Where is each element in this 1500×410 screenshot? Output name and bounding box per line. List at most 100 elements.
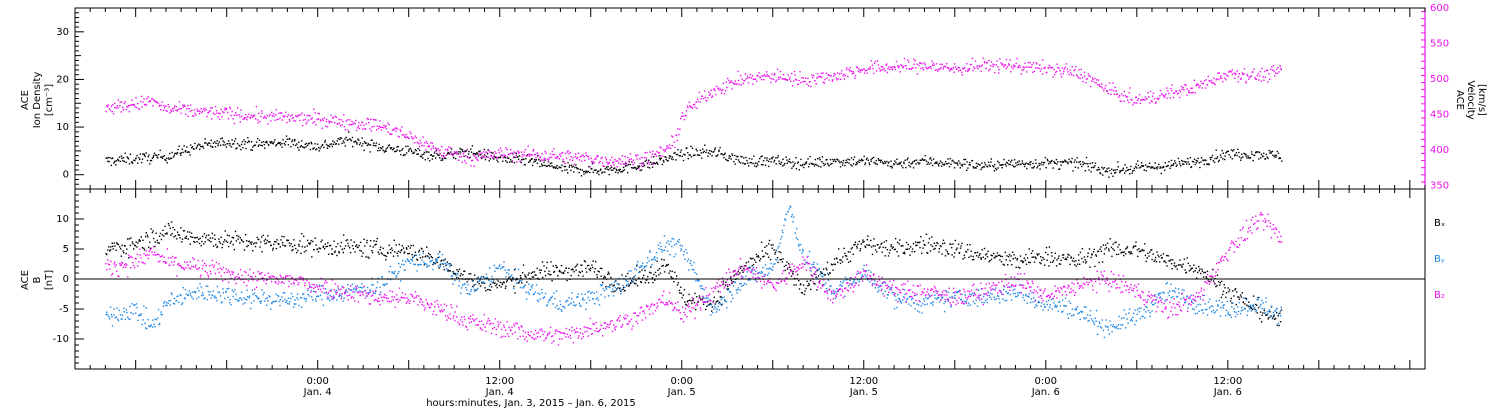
data-point [544,150,546,153]
data-point [1025,66,1027,68]
data-point [302,119,305,121]
data-point [953,256,955,258]
data-point [654,279,656,281]
data-point [413,263,415,265]
data-point [429,253,431,256]
data-point [440,155,443,157]
data-point [601,162,604,164]
data-point [233,114,235,116]
data-point [879,159,881,162]
data-point [1089,266,1091,268]
data-point [344,145,346,147]
data-point [999,58,1001,60]
data-point [1269,152,1271,154]
data-point [1064,258,1066,260]
data-point [189,144,192,146]
data-point [904,159,906,161]
data-point [456,269,458,271]
data-point [957,243,960,245]
data-point [508,161,511,163]
data-point [845,255,848,257]
data-point [1243,152,1245,155]
data-point [593,162,596,164]
data-point [308,114,310,116]
data-point [673,255,675,258]
data-point [891,167,893,169]
data-point [1087,165,1089,168]
data-point [195,114,197,116]
data-point [581,160,583,162]
data-point [765,71,768,73]
data-point [138,314,140,317]
data-point [832,79,834,81]
data-point [778,160,780,162]
data-point [742,271,744,273]
data-point [840,72,843,75]
data-point [951,254,953,256]
data-point [1050,160,1053,162]
data-point [466,289,468,291]
data-point [311,143,313,145]
data-point [182,151,184,154]
data-point [448,270,450,272]
data-point [1225,152,1227,154]
data-point [605,158,608,161]
data-point [1036,63,1038,65]
data-point [177,234,180,236]
data-point [730,80,732,82]
data-point [273,301,275,303]
data-point [508,153,510,156]
data-point [112,104,114,106]
data-point [801,292,804,294]
data-point [1112,248,1114,250]
data-point [1166,265,1168,267]
data-point [312,122,314,124]
data-point [635,283,637,285]
data-point [339,245,342,247]
data-point [702,148,704,150]
data-point [117,107,119,109]
data-point [195,291,197,293]
data-point [246,240,248,242]
data-point [202,145,204,147]
data-point [253,292,256,294]
data-point [1116,169,1118,171]
data-point [480,157,482,159]
data-point [241,239,243,242]
data-point [667,146,669,148]
data-point [158,235,161,237]
data-point [609,284,611,286]
data-point [509,152,512,155]
data-point [1203,80,1206,82]
data-point [371,277,373,280]
data-point [1220,75,1222,77]
data-point [463,151,465,153]
data-point [1266,69,1269,72]
data-point [727,160,729,162]
data-point [437,154,439,156]
data-point [1170,159,1173,162]
data-point [1126,166,1128,169]
data-point [881,242,883,244]
data-point [1067,162,1069,165]
data-point [239,237,241,239]
data-point [1272,154,1274,156]
data-point [530,285,533,287]
data-point [969,243,971,246]
data-point [1111,89,1113,91]
data-point [620,163,622,165]
data-point [679,155,681,157]
data-point [1219,77,1221,79]
data-point [1089,75,1091,78]
data-point [610,276,612,279]
data-point [162,305,165,307]
data-point [207,239,209,241]
data-point [1044,264,1046,266]
data-point [810,85,812,88]
data-point [914,60,916,62]
data-point [925,66,927,68]
data-point [107,160,109,163]
data-point [1137,255,1139,258]
data-point [1091,162,1094,164]
data-point [281,142,283,145]
